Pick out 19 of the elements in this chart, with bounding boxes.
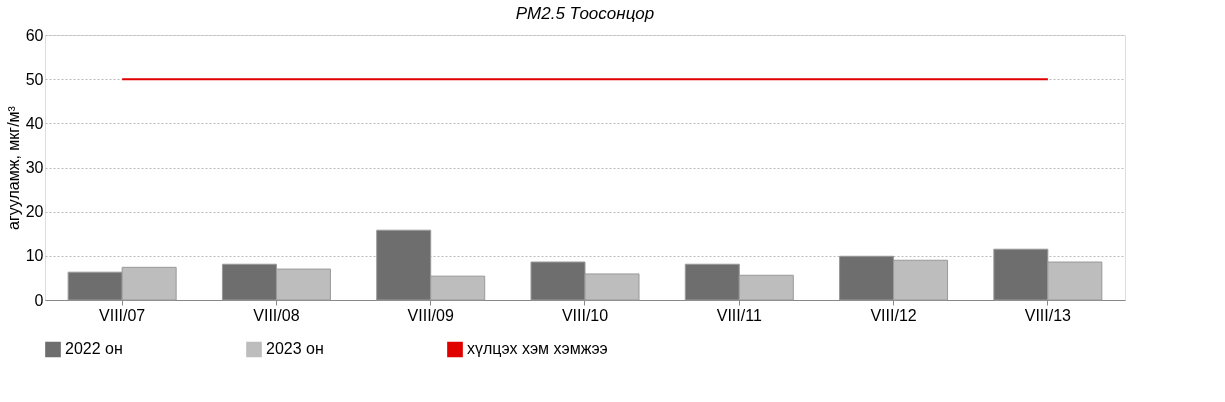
y-axis-title: агууламж, мкг/м³ [4,105,22,230]
chart-title: PM2.5 Тоосонцор [515,4,655,23]
x-tick-label: VIII/13 [1024,306,1072,324]
y-tick-label: 20 [25,203,44,221]
x-tick-label: VIII/08 [253,306,300,324]
legend-label: 2022 он [65,340,123,358]
y-tick-label: 10 [25,247,44,265]
legend-label: хүлцэх хэм хэмжээ [467,340,608,358]
y-tick-label: 0 [34,291,44,309]
y-tick-label: 60 [25,26,44,44]
x-tick-label: VIII/12 [870,306,917,324]
legend-label: 2023 он [266,340,324,358]
y-tick-label: 40 [25,114,44,132]
y-tick-label: 30 [25,159,44,176]
x-tick-label: VIII/07 [99,306,146,324]
x-tick-label: VIII/09 [407,306,454,324]
x-tick-label: VIII/10 [561,306,609,324]
y-tick-label: 50 [25,70,44,88]
x-tick-label: VIII/11 [716,306,762,324]
